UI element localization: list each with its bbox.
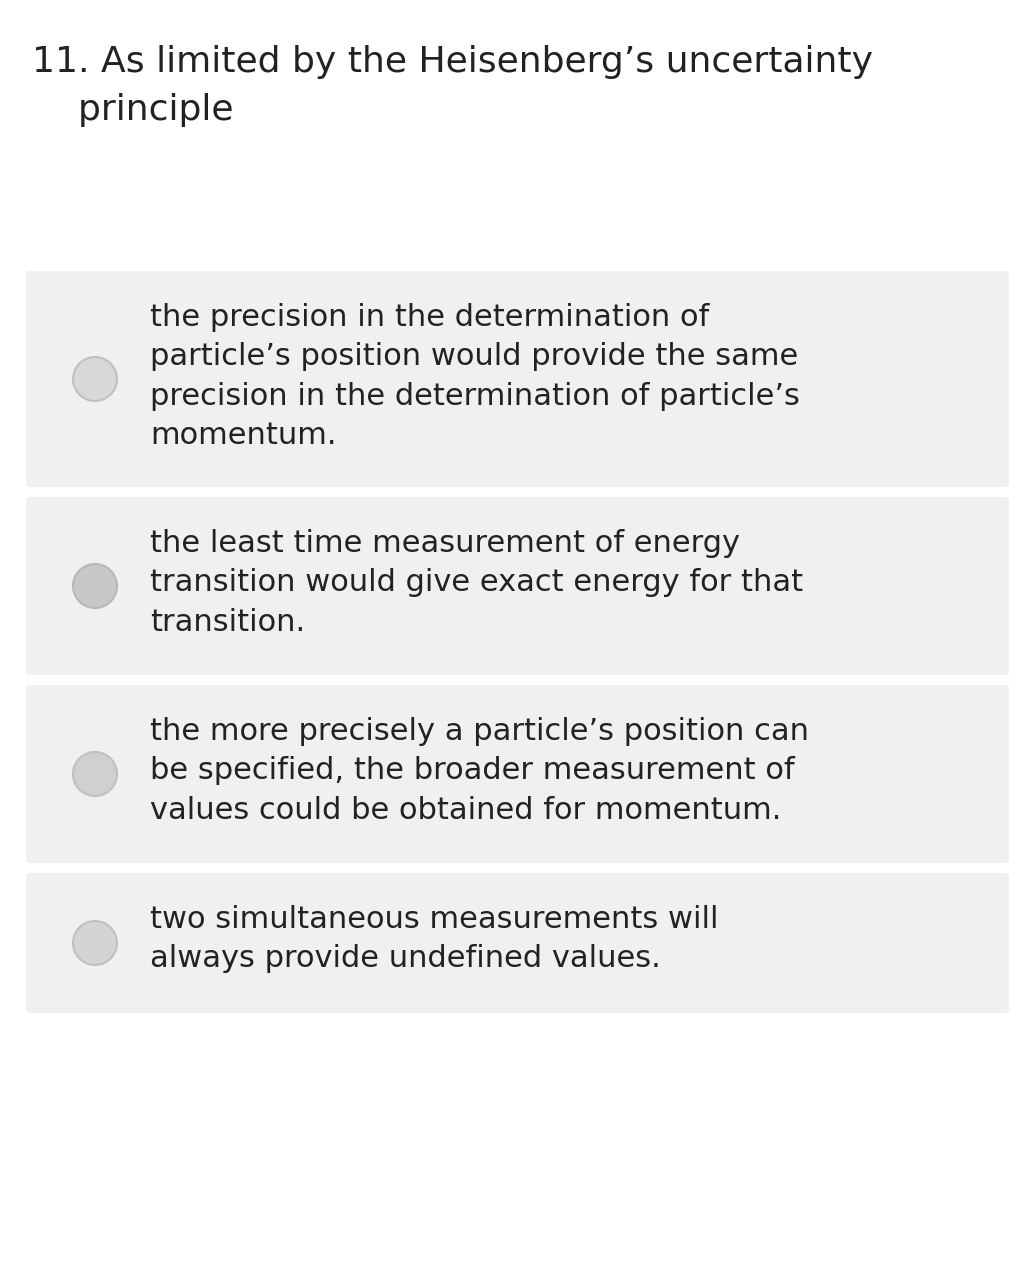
FancyBboxPatch shape	[26, 271, 1009, 486]
Text: 11. As limited by the Heisenberg’s uncertainty: 11. As limited by the Heisenberg’s uncer…	[32, 45, 873, 79]
Text: the more precisely a particle’s position can
be specified, the broader measureme: the more precisely a particle’s position…	[150, 717, 809, 824]
Text: principle: principle	[32, 93, 234, 127]
FancyBboxPatch shape	[26, 497, 1009, 675]
Circle shape	[73, 751, 117, 796]
Text: two simultaneous measurements will
always provide undefined values.: two simultaneous measurements will alway…	[150, 905, 719, 973]
FancyBboxPatch shape	[26, 685, 1009, 863]
Text: the least time measurement of energy
transition would give exact energy for that: the least time measurement of energy tra…	[150, 529, 803, 636]
Circle shape	[73, 357, 117, 401]
Circle shape	[73, 922, 117, 965]
FancyBboxPatch shape	[26, 873, 1009, 1012]
Text: the precision in the determination of
particle’s position would provide the same: the precision in the determination of pa…	[150, 303, 800, 451]
Circle shape	[73, 564, 117, 608]
